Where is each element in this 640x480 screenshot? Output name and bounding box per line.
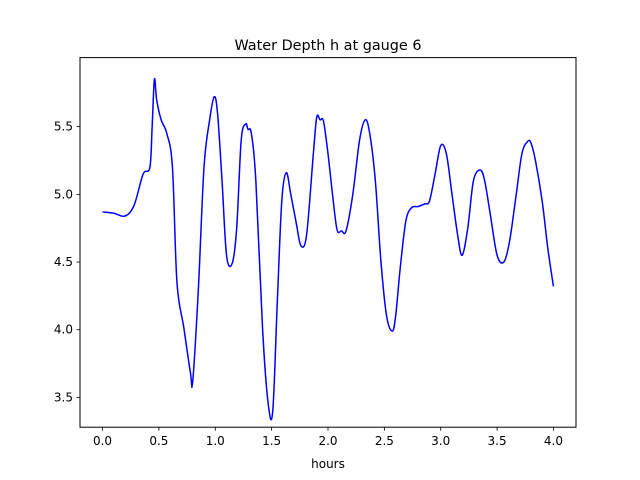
x-tick-label: 4.0 — [544, 434, 563, 448]
y-axis: 3.5 4.0 4.5 5.0 5.5 — [54, 120, 80, 404]
x-tick-label: 3.0 — [431, 434, 450, 448]
x-tick-label: 2.5 — [375, 434, 394, 448]
plot-area — [102, 77, 555, 421]
y-tick-label: 4.5 — [54, 255, 73, 269]
series-line-0 — [102, 77, 555, 421]
x-axis-label: hours — [311, 457, 345, 471]
y-tick-label: 5.5 — [54, 120, 73, 134]
chart-title: Water Depth h at gauge 6 — [234, 38, 421, 54]
x-tick-label: 3.5 — [488, 434, 507, 448]
x-axis: 0.0 0.5 1.0 1.5 2.0 2.5 3.0 3.5 4.0 — [93, 427, 563, 448]
x-tick-label: 2.0 — [318, 434, 337, 448]
x-tick-label: 1.5 — [262, 434, 281, 448]
x-tick-label: 0.0 — [93, 434, 112, 448]
x-tick-label: 1.0 — [206, 434, 225, 448]
y-tick-label: 5.0 — [54, 187, 73, 201]
y-tick-label: 4.0 — [54, 323, 73, 337]
x-tick-label: 0.5 — [149, 434, 168, 448]
y-tick-label: 3.5 — [54, 390, 73, 404]
